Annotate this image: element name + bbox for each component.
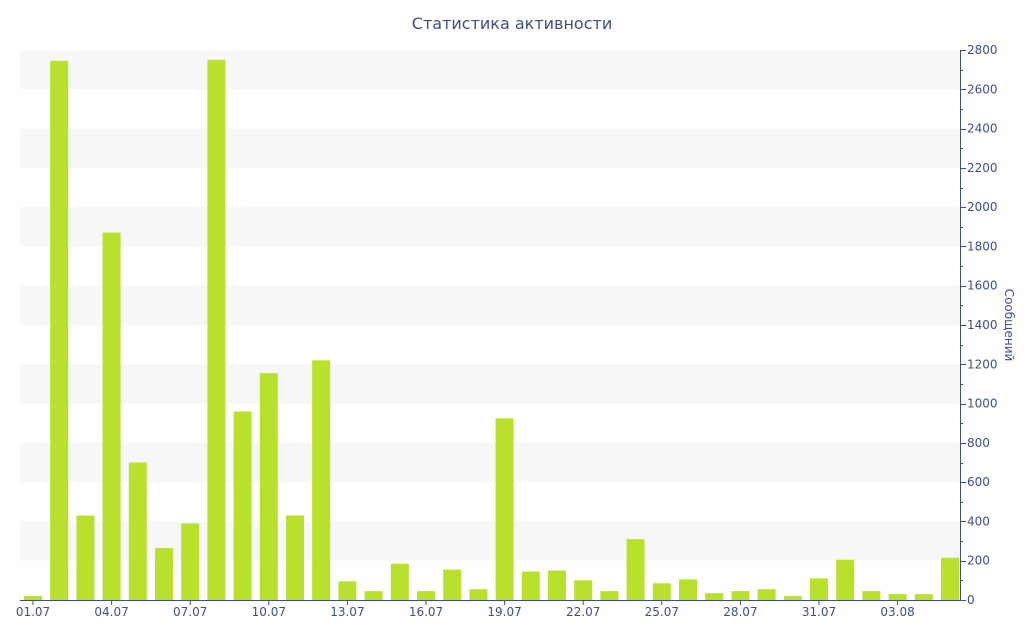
x-tick-label: 19.07 — [487, 605, 521, 619]
grid-band — [20, 207, 960, 247]
x-tick-label: 10.07 — [252, 605, 286, 619]
bar-03.08 — [888, 594, 907, 600]
bar-02.07 — [50, 60, 69, 600]
bar-27.07 — [705, 593, 724, 600]
bar-09.07 — [233, 411, 252, 600]
bar-25.07 — [652, 583, 671, 600]
y-tick-label: 1200 — [967, 357, 998, 371]
bar-18.07 — [469, 589, 488, 600]
y-tick-label: 1800 — [967, 239, 998, 253]
y-tick-label: 2800 — [967, 43, 998, 57]
bar-04.07 — [102, 232, 121, 600]
y-tick-label: 400 — [967, 514, 990, 528]
bar-22.07 — [574, 580, 593, 600]
bar-04.08 — [914, 594, 933, 600]
bar-21.07 — [548, 570, 566, 600]
grid-band — [20, 128, 960, 168]
bar-03.07 — [76, 515, 95, 600]
grid-band — [20, 521, 960, 561]
bar-17.07 — [443, 569, 462, 600]
bar-06.07 — [155, 547, 173, 600]
x-tick-label: 16.07 — [409, 605, 443, 619]
bar-10.07 — [259, 373, 278, 600]
bar-02.08 — [862, 591, 881, 600]
y-tick-label: 600 — [967, 475, 990, 489]
bar-07.07 — [181, 523, 200, 600]
bar-23.07 — [600, 591, 619, 600]
chart-title: Статистика активности — [411, 14, 613, 33]
grid-band — [20, 285, 960, 325]
bar-05.07 — [128, 462, 147, 600]
y-tick-label: 2600 — [967, 82, 998, 96]
grid-band — [20, 364, 960, 404]
y-tick-label: 0 — [967, 593, 975, 607]
x-tick-label: 22.07 — [566, 605, 600, 619]
bar-05.08 — [941, 557, 959, 600]
bar-31.07 — [810, 578, 828, 600]
bar-19.07 — [495, 418, 514, 600]
x-tick-label: 03.08 — [880, 605, 914, 619]
y-tick-label: 200 — [967, 554, 990, 568]
x-tick-label: 01.07 — [16, 605, 50, 619]
y-axis-label: Сообщений — [1002, 289, 1016, 362]
x-tick-label: 13.07 — [330, 605, 364, 619]
bar-01.08 — [836, 559, 855, 600]
x-tick-label: 28.07 — [723, 605, 757, 619]
y-tick-label: 2200 — [967, 161, 998, 175]
bar-24.07 — [626, 539, 645, 600]
x-tick-label: 31.07 — [802, 605, 836, 619]
x-tick-label: 04.07 — [94, 605, 128, 619]
bar-28.07 — [731, 591, 750, 600]
grid-band — [20, 442, 960, 483]
y-tick-label: 1600 — [967, 279, 998, 293]
grid-band — [20, 50, 960, 90]
x-tick-label: 25.07 — [645, 605, 679, 619]
bar-13.07 — [338, 581, 357, 600]
bar-29.07 — [757, 589, 776, 600]
bar-01.07 — [24, 596, 42, 600]
y-tick-label: 800 — [967, 436, 990, 450]
bar-20.07 — [521, 571, 540, 600]
y-tick-label: 1000 — [967, 397, 998, 411]
y-tick-label: 2000 — [967, 200, 998, 214]
bar-30.07 — [783, 596, 802, 600]
bar-15.07 — [390, 563, 409, 600]
y-tick-label: 1400 — [967, 318, 998, 332]
bar-12.07 — [312, 360, 331, 600]
bar-11.07 — [286, 515, 304, 600]
bar-16.07 — [417, 591, 435, 600]
bar-08.07 — [207, 59, 226, 601]
bar-14.07 — [364, 591, 383, 600]
x-tick-label: 07.07 — [173, 605, 207, 619]
y-tick-label: 2400 — [967, 122, 998, 136]
bar-26.07 — [679, 579, 697, 600]
